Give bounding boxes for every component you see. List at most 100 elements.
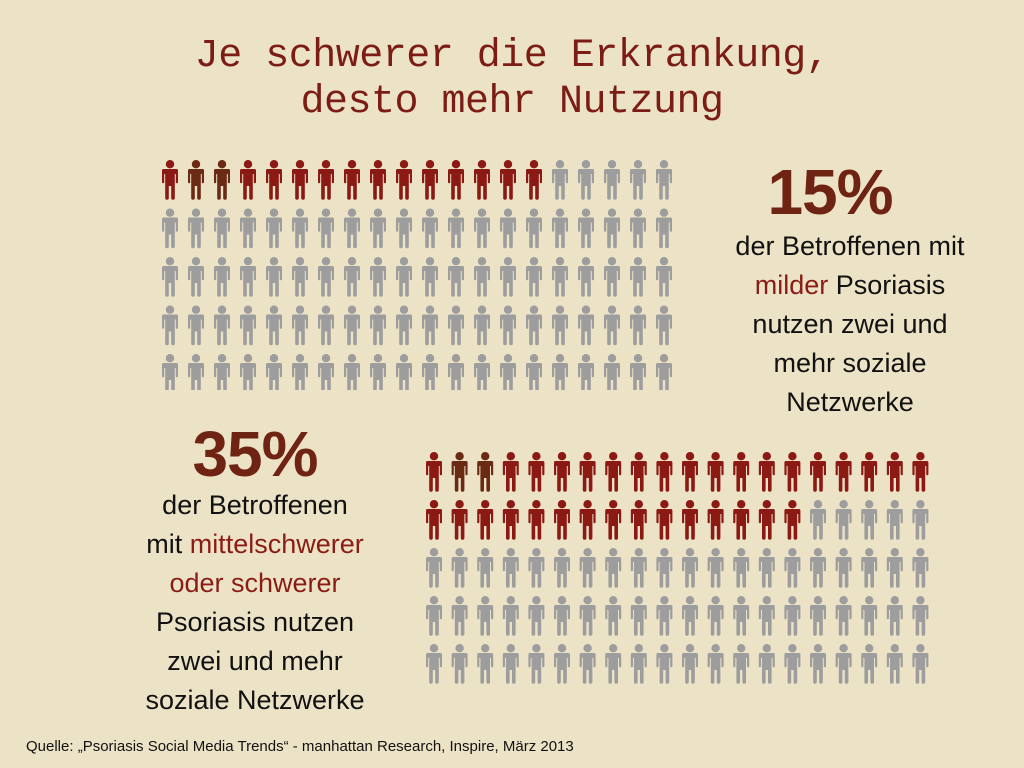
pictogram-cell (810, 452, 826, 492)
person-icon (733, 596, 750, 636)
pictogram-cell (477, 500, 494, 540)
pictogram-cell (344, 305, 360, 346)
pictogram-cell (240, 305, 256, 346)
pictogram-cell (707, 548, 724, 588)
person-icon (526, 208, 542, 249)
pictogram-cell (656, 644, 673, 684)
pictogram-cell (758, 644, 775, 684)
person-icon (912, 596, 929, 636)
person-icon (578, 160, 594, 200)
pictogram-cell (554, 452, 570, 492)
pictogram-cell (214, 160, 230, 200)
person-icon-highlighted (188, 160, 204, 200)
person-icon (578, 208, 594, 249)
person-icon (526, 305, 542, 346)
pictogram-cell (162, 257, 178, 297)
pictogram-cell (502, 548, 519, 588)
person-icon-highlighted (630, 500, 647, 540)
person-icon (579, 644, 596, 684)
pictogram-cell (554, 500, 570, 540)
pictogram-cell (733, 596, 750, 636)
person-icon-highlighted (554, 452, 570, 492)
pictogram-cell (240, 257, 256, 297)
pictogram-cell (370, 208, 386, 249)
pictogram-cell (370, 160, 386, 200)
description-mild-line-3: nutzen zwei und (752, 309, 948, 339)
pictogram-cell (656, 548, 673, 588)
person-icon (188, 208, 204, 249)
person-icon (526, 354, 542, 390)
person-icon (477, 644, 494, 684)
percent-mild: 15% (767, 156, 893, 228)
pictogram-cell (912, 452, 929, 492)
person-icon (861, 596, 878, 636)
pictogram-cell (835, 596, 852, 636)
person-icon (810, 644, 826, 684)
person-icon (451, 596, 468, 636)
person-icon (630, 548, 647, 588)
person-icon (162, 208, 178, 249)
person-icon-highlighted (426, 500, 442, 540)
person-icon (630, 305, 646, 346)
pictogram-cell (552, 257, 568, 297)
person-icon (426, 596, 442, 636)
pictogram-cell (707, 644, 724, 684)
highlight-severe-2: oder schwerer (169, 568, 341, 598)
person-icon-highlighted (344, 160, 360, 200)
title-line-1: Je schwerer die Erkrankung, (194, 34, 830, 79)
person-icon (784, 548, 801, 588)
pictogram-cell (861, 500, 878, 540)
pictogram-cell (162, 305, 178, 346)
pictogram-cell (474, 257, 490, 297)
person-icon (552, 160, 568, 200)
person-icon (474, 257, 490, 297)
person-icon-highlighted (733, 452, 750, 492)
pictogram-cell (500, 208, 516, 249)
pictogram-cell (266, 160, 282, 200)
pictogram-cell (396, 257, 412, 297)
pictogram-cell (292, 208, 308, 249)
person-icon (861, 500, 878, 540)
highlight-mild: milder (754, 270, 829, 300)
description-mild-line-2: milder Psoriasis (690, 266, 1010, 305)
person-icon (502, 548, 519, 588)
pictogram-cell (605, 548, 622, 588)
person-icon (448, 208, 464, 249)
person-icon-highlighted (451, 452, 468, 492)
pictogram-cell (451, 452, 468, 492)
pictogram-cell (835, 452, 852, 492)
pictogram-cell (630, 208, 646, 249)
person-icon (318, 257, 334, 297)
person-icon-highlighted (733, 500, 750, 540)
person-icon-highlighted (784, 500, 801, 540)
person-icon-highlighted (784, 452, 801, 492)
person-icon (266, 257, 282, 297)
pictogram-cell (630, 354, 646, 390)
pictogram-cell (477, 596, 494, 636)
pictogram-cell (526, 257, 542, 297)
pictogram-mild (162, 160, 672, 390)
pictogram-cell (554, 548, 570, 588)
pictogram-cell (656, 500, 673, 540)
pictogram-cell (656, 452, 673, 492)
person-icon (578, 257, 594, 297)
pictogram-cell (422, 305, 438, 346)
pictogram-cell (266, 208, 282, 249)
person-icon (835, 500, 852, 540)
pictogram-cell (861, 548, 878, 588)
person-icon (784, 596, 801, 636)
pictogram-cell (630, 644, 647, 684)
person-icon (422, 354, 438, 390)
person-icon-highlighted (477, 452, 494, 492)
pictogram-cell (630, 596, 647, 636)
pictogram-cell (502, 500, 519, 540)
person-icon (266, 305, 282, 346)
pictogram-cell (318, 305, 334, 346)
description-severe: der Betroffenen mit mittelschwerer oder … (100, 486, 410, 720)
pictogram-cell (396, 305, 412, 346)
person-icon (656, 305, 672, 346)
person-icon (396, 208, 412, 249)
person-icon (552, 208, 568, 249)
pictogram-cell (604, 305, 620, 346)
pictogram-cell (604, 208, 620, 249)
